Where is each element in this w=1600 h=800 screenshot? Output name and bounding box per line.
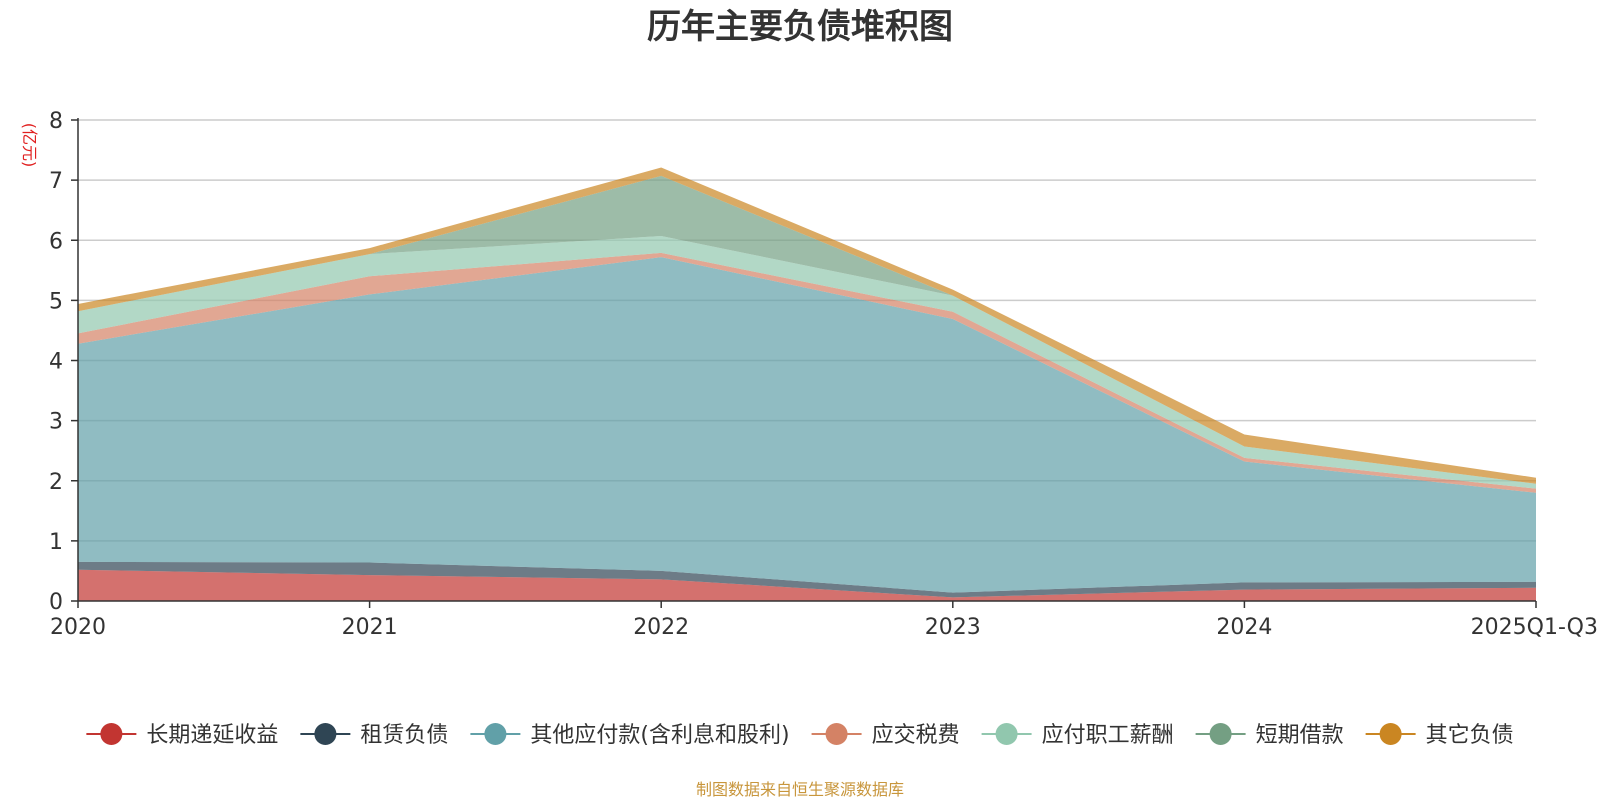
legend-marker (825, 723, 848, 745)
legend-marker (484, 723, 507, 745)
legend-item-6[interactable]: 其它负债 (1365, 723, 1514, 748)
area-series-5 (78, 175, 1536, 484)
x-tick-label: 2024 (1216, 615, 1272, 640)
axes: 0 1 2 3 4 5 6 7 8 2020 2021 2022 2023 2024 2025Q1-Q3 (49, 109, 1598, 640)
legend-marker (1379, 723, 1402, 745)
legend-marker (314, 723, 337, 745)
area-series-2 (78, 257, 1536, 593)
y-tick-label: 3 (49, 410, 63, 435)
area-series-6 (78, 167, 1536, 484)
y-tick-label: 5 (49, 289, 63, 314)
legend-marker (1209, 723, 1232, 745)
legend-marker (100, 723, 123, 745)
legend[interactable]: 长期递延收益 租赁负债 其他应付款(含利息和股利) 应交税费 应付职工薪酬 短期借款 其它负… (86, 723, 1514, 748)
data-source-note: 制图数据来自恒生聚源数据库 (696, 780, 904, 799)
y-tick-label: 2 (49, 470, 63, 495)
x-tick-label: 2021 (342, 615, 398, 640)
legend-label: 应付职工薪酬 (1042, 723, 1174, 748)
x-tick-label: 2022 (633, 615, 689, 640)
area-series-0 (78, 569, 1536, 601)
legend-label: 其他应付款(含利息和股利) (530, 723, 789, 748)
legend-label: 应交税费 (872, 723, 960, 748)
y-tick-label: 7 (49, 169, 63, 194)
legend-label: 短期借款 (1256, 723, 1344, 748)
legend-item-1[interactable]: 租赁负债 (300, 723, 448, 748)
legend-item-4[interactable]: 应付职工薪酬 (981, 723, 1174, 748)
legend-label: 其它负债 (1426, 723, 1514, 748)
x-tick-label: 2023 (925, 615, 981, 640)
chart-title: 历年主要负债堆积图 (647, 7, 953, 47)
x-tick-label: 2025Q1-Q3 (1471, 615, 1598, 640)
legend-marker (995, 723, 1018, 745)
legend-label: 长期递延收益 (146, 723, 278, 748)
y-tick-label: 8 (49, 109, 63, 134)
series-areas (78, 167, 1536, 601)
legend-item-2[interactable]: 其他应付款(含利息和股利) (470, 723, 790, 748)
legend-item-5[interactable]: 短期借款 (1195, 723, 1344, 748)
x-tick-label: 2020 (50, 615, 106, 640)
legend-item-3[interactable]: 应交税费 (811, 723, 960, 748)
y-tick-label: 1 (49, 530, 63, 555)
area-series-1 (78, 561, 1536, 598)
y-axis-unit: (亿元) (20, 123, 39, 168)
y-tick-label: 6 (49, 229, 63, 254)
legend-item-0[interactable]: 长期递延收益 (86, 723, 278, 748)
y-tick-label: 0 (49, 590, 63, 615)
legend-label: 租赁负债 (360, 723, 448, 748)
y-tick-label: 4 (49, 350, 63, 375)
